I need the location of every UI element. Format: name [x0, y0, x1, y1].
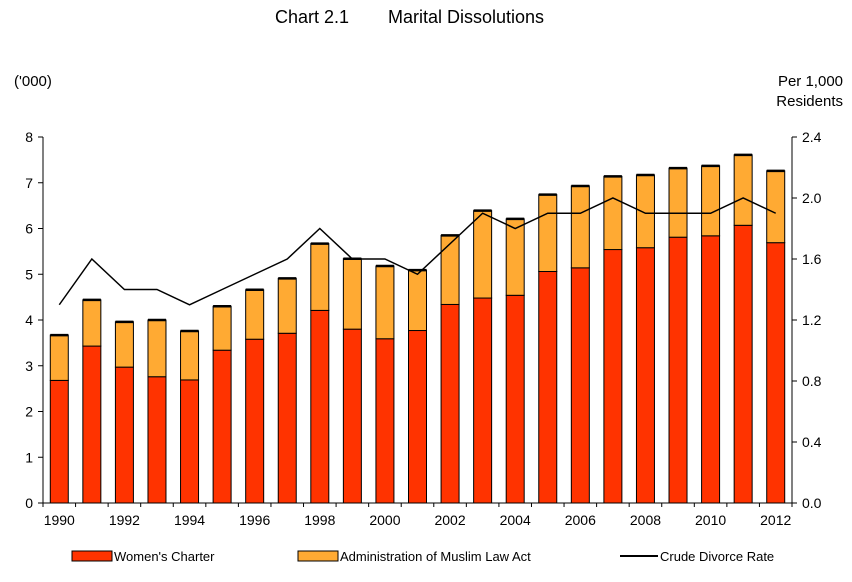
x-tick-label: 1992 — [109, 512, 140, 528]
bar-womens-charter — [147, 376, 167, 504]
bar-womens-charter — [766, 242, 786, 504]
left-tick-label: 7 — [25, 175, 33, 191]
right-tick-label: 1.6 — [802, 251, 822, 267]
legend-label: Women's Charter — [114, 549, 215, 564]
left-tick-label: 6 — [25, 221, 33, 237]
left-axis-unit: ('000) — [14, 73, 52, 90]
bar-womens-charter — [668, 236, 688, 504]
chart-number: Chart 2.1 — [275, 7, 349, 27]
bar-muslim-law-act — [310, 243, 330, 311]
x-tick-label: 2002 — [434, 512, 465, 528]
right-tick-label: 0.8 — [802, 373, 822, 389]
bar-womens-charter — [277, 332, 297, 504]
x-tick-label: 1994 — [174, 512, 205, 528]
bar-muslim-law-act — [245, 289, 265, 340]
bar-muslim-law-act — [538, 194, 558, 273]
bar-womens-charter — [603, 249, 623, 504]
bar-womens-charter — [180, 379, 200, 504]
x-tick-label: 2012 — [760, 512, 791, 528]
bar-muslim-law-act — [570, 185, 590, 269]
plot-area: 0 1 2 3 4 5 6 7 8 0.0 0.4 0.8 1.2 1.6 2.0 2.4 1990 1992 19… — [25, 129, 821, 528]
bar-womens-charter — [82, 345, 102, 504]
bar-muslim-law-act — [180, 330, 200, 381]
right-tick-label: 2.0 — [802, 190, 822, 206]
bar-muslim-law-act — [147, 319, 167, 378]
x-tick-label: 1996 — [239, 512, 270, 528]
bar-muslim-law-act — [375, 265, 395, 340]
bar-muslim-law-act — [635, 174, 655, 249]
right-tick-label: 0.4 — [802, 434, 822, 450]
bar-muslim-law-act — [473, 210, 493, 299]
bar-muslim-law-act — [701, 165, 721, 237]
bar-muslim-law-act — [505, 218, 525, 296]
legend-swatch — [297, 550, 339, 562]
left-tick-label: 0 — [25, 495, 33, 511]
line-crude-divorce-rate — [58, 197, 777, 306]
bar-womens-charter — [505, 294, 525, 504]
bar-womens-charter — [49, 379, 69, 504]
bar-muslim-law-act — [766, 170, 786, 244]
bar-womens-charter — [635, 247, 655, 504]
left-tick-label: 2 — [25, 404, 33, 420]
bar-womens-charter — [310, 309, 330, 504]
chart-title: Marital Dissolutions — [388, 7, 544, 27]
left-tick-label: 3 — [25, 358, 33, 374]
legend: Women's Charter Administration of Muslim … — [71, 549, 774, 564]
right-tick-label: 1.2 — [802, 312, 822, 328]
x-tick-label: 1990 — [44, 512, 75, 528]
bar-womens-charter — [473, 297, 493, 504]
bar-muslim-law-act — [212, 305, 232, 351]
bar-womens-charter — [342, 328, 362, 504]
legend-muslim-law-act: Administration of Muslim Law Act — [297, 549, 531, 564]
bar-muslim-law-act — [408, 269, 427, 332]
bar-womens-charter — [733, 224, 753, 504]
bar-womens-charter — [375, 338, 395, 504]
legend-swatch — [71, 550, 113, 562]
legend-womens-charter: Women's Charter — [71, 549, 215, 564]
bar-muslim-law-act — [342, 258, 362, 330]
bar-muslim-law-act — [733, 154, 753, 226]
bar-muslim-law-act — [277, 277, 297, 334]
bar-womens-charter — [440, 303, 460, 504]
left-tick-label: 1 — [25, 449, 33, 465]
bar-womens-charter — [538, 271, 558, 504]
right-axis-unit-line2: Residents — [776, 93, 843, 110]
bar-muslim-law-act — [668, 167, 688, 238]
bar-womens-charter — [408, 330, 427, 504]
x-tick-label: 1998 — [304, 512, 335, 528]
left-tick-label: 5 — [25, 266, 33, 282]
x-tick-label: 2010 — [695, 512, 726, 528]
right-axis-unit-line1: Per 1,000 — [778, 73, 843, 90]
x-tick-label: 2008 — [630, 512, 661, 528]
bar-muslim-law-act — [82, 299, 102, 347]
bar-womens-charter — [570, 267, 590, 504]
right-tick-label: 2.4 — [802, 129, 822, 145]
bar-muslim-law-act — [603, 175, 623, 251]
legend-label: Crude Divorce Rate — [660, 549, 774, 564]
left-tick-label: 8 — [25, 129, 33, 145]
bar-muslim-law-act — [49, 334, 69, 381]
bar-womens-charter — [245, 338, 265, 504]
left-tick-label: 4 — [25, 312, 33, 328]
legend-label: Administration of Muslim Law Act — [340, 549, 531, 564]
x-tick-label: 2006 — [565, 512, 596, 528]
bar-womens-charter — [701, 235, 721, 504]
bar-womens-charter — [212, 349, 232, 504]
x-tick-label: 2000 — [369, 512, 400, 528]
legend-crude-divorce-rate: Crude Divorce Rate — [620, 549, 774, 564]
x-tick-label: 2004 — [500, 512, 531, 528]
bar-muslim-law-act — [440, 234, 460, 305]
right-tick-label: 0.0 — [802, 495, 822, 511]
bar-womens-charter — [114, 366, 134, 504]
bar-muslim-law-act — [114, 321, 134, 368]
